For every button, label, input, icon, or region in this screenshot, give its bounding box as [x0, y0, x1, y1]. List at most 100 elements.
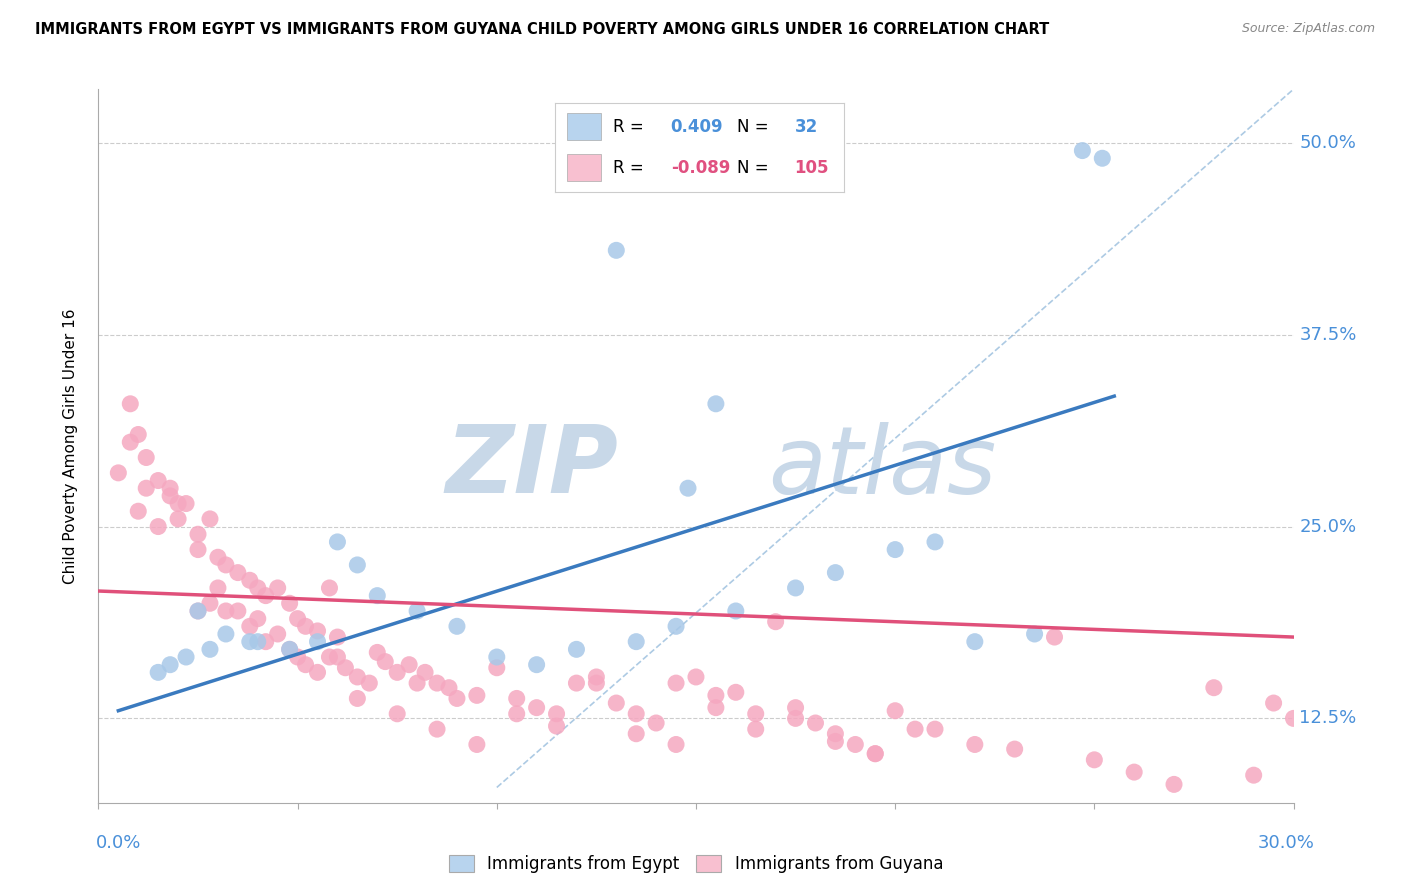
- Point: [585, 676, 607, 690]
- Point: [724, 685, 747, 699]
- Point: [278, 642, 301, 657]
- Point: [198, 596, 221, 610]
- Point: [465, 738, 488, 752]
- Point: [246, 612, 269, 626]
- Text: Source: ZipAtlas.com: Source: ZipAtlas.com: [1241, 22, 1375, 36]
- Point: [745, 722, 768, 736]
- Point: [665, 676, 688, 690]
- Point: [207, 581, 229, 595]
- Text: 105: 105: [794, 159, 830, 177]
- Bar: [567, 113, 602, 140]
- Point: [824, 727, 846, 741]
- Point: [665, 619, 688, 633]
- Point: [294, 619, 316, 633]
- Point: [546, 706, 568, 721]
- Point: [624, 634, 647, 648]
- Point: [624, 706, 647, 721]
- Point: [884, 704, 907, 718]
- Point: [346, 558, 368, 572]
- Point: [239, 634, 262, 648]
- Point: [385, 665, 409, 680]
- Point: [565, 676, 588, 690]
- Point: [135, 450, 157, 465]
- Point: [335, 661, 357, 675]
- Text: IMMIGRANTS FROM EGYPT VS IMMIGRANTS FROM GUYANA CHILD POVERTY AMONG GIRLS UNDER : IMMIGRANTS FROM EGYPT VS IMMIGRANTS FROM…: [35, 22, 1049, 37]
- Point: [526, 657, 548, 672]
- Y-axis label: Child Poverty Among Girls Under 16: Child Poverty Among Girls Under 16: [63, 309, 77, 583]
- Text: 0.0%: 0.0%: [96, 834, 141, 852]
- Point: [585, 670, 607, 684]
- Point: [724, 604, 747, 618]
- Text: R =: R =: [613, 159, 644, 177]
- Point: [239, 619, 262, 633]
- Point: [546, 719, 568, 733]
- Point: [1071, 144, 1094, 158]
- Point: [287, 612, 309, 626]
- Point: [278, 642, 301, 657]
- Point: [148, 474, 170, 488]
- Point: [187, 527, 209, 541]
- Point: [120, 397, 142, 411]
- Point: [346, 691, 368, 706]
- Point: [359, 676, 381, 690]
- Point: [127, 504, 149, 518]
- Point: [1163, 777, 1185, 791]
- Point: [465, 689, 488, 703]
- Point: [704, 700, 727, 714]
- Point: [1083, 753, 1105, 767]
- Point: [704, 397, 727, 411]
- Point: [148, 519, 170, 533]
- Point: [318, 650, 340, 665]
- Point: [198, 642, 221, 657]
- Point: [226, 566, 249, 580]
- Point: [1243, 768, 1265, 782]
- Point: [226, 604, 249, 618]
- Point: [406, 676, 429, 690]
- Point: [267, 627, 290, 641]
- Point: [1043, 630, 1066, 644]
- Point: [426, 676, 449, 690]
- Point: [526, 700, 548, 714]
- Point: [884, 542, 907, 557]
- Text: 37.5%: 37.5%: [1299, 326, 1357, 343]
- Point: [254, 589, 277, 603]
- Point: [326, 630, 349, 644]
- Text: 25.0%: 25.0%: [1299, 517, 1357, 535]
- Point: [665, 738, 688, 752]
- Point: [187, 604, 209, 618]
- Point: [294, 657, 316, 672]
- Point: [215, 627, 238, 641]
- Point: [924, 535, 946, 549]
- Point: [267, 581, 290, 595]
- Point: [1282, 711, 1305, 725]
- Point: [385, 706, 409, 721]
- Point: [785, 700, 807, 714]
- Point: [506, 706, 529, 721]
- Point: [374, 655, 396, 669]
- Point: [246, 581, 269, 595]
- Point: [1263, 696, 1285, 710]
- Point: [159, 481, 181, 495]
- Point: [287, 650, 309, 665]
- Point: [148, 665, 170, 680]
- Point: [785, 711, 807, 725]
- Point: [159, 657, 181, 672]
- Point: [704, 689, 727, 703]
- Point: [406, 604, 429, 618]
- Point: [446, 619, 468, 633]
- Text: N =: N =: [737, 118, 769, 136]
- Point: [239, 574, 262, 588]
- Text: -0.089: -0.089: [671, 159, 730, 177]
- Point: [366, 645, 388, 659]
- Point: [326, 650, 349, 665]
- Point: [246, 634, 269, 648]
- Point: [1024, 627, 1046, 641]
- Point: [844, 738, 866, 752]
- Point: [413, 665, 436, 680]
- Point: [785, 581, 807, 595]
- Point: [605, 696, 627, 710]
- Point: [215, 604, 238, 618]
- Point: [207, 550, 229, 565]
- Point: [963, 634, 986, 648]
- Point: [187, 604, 209, 618]
